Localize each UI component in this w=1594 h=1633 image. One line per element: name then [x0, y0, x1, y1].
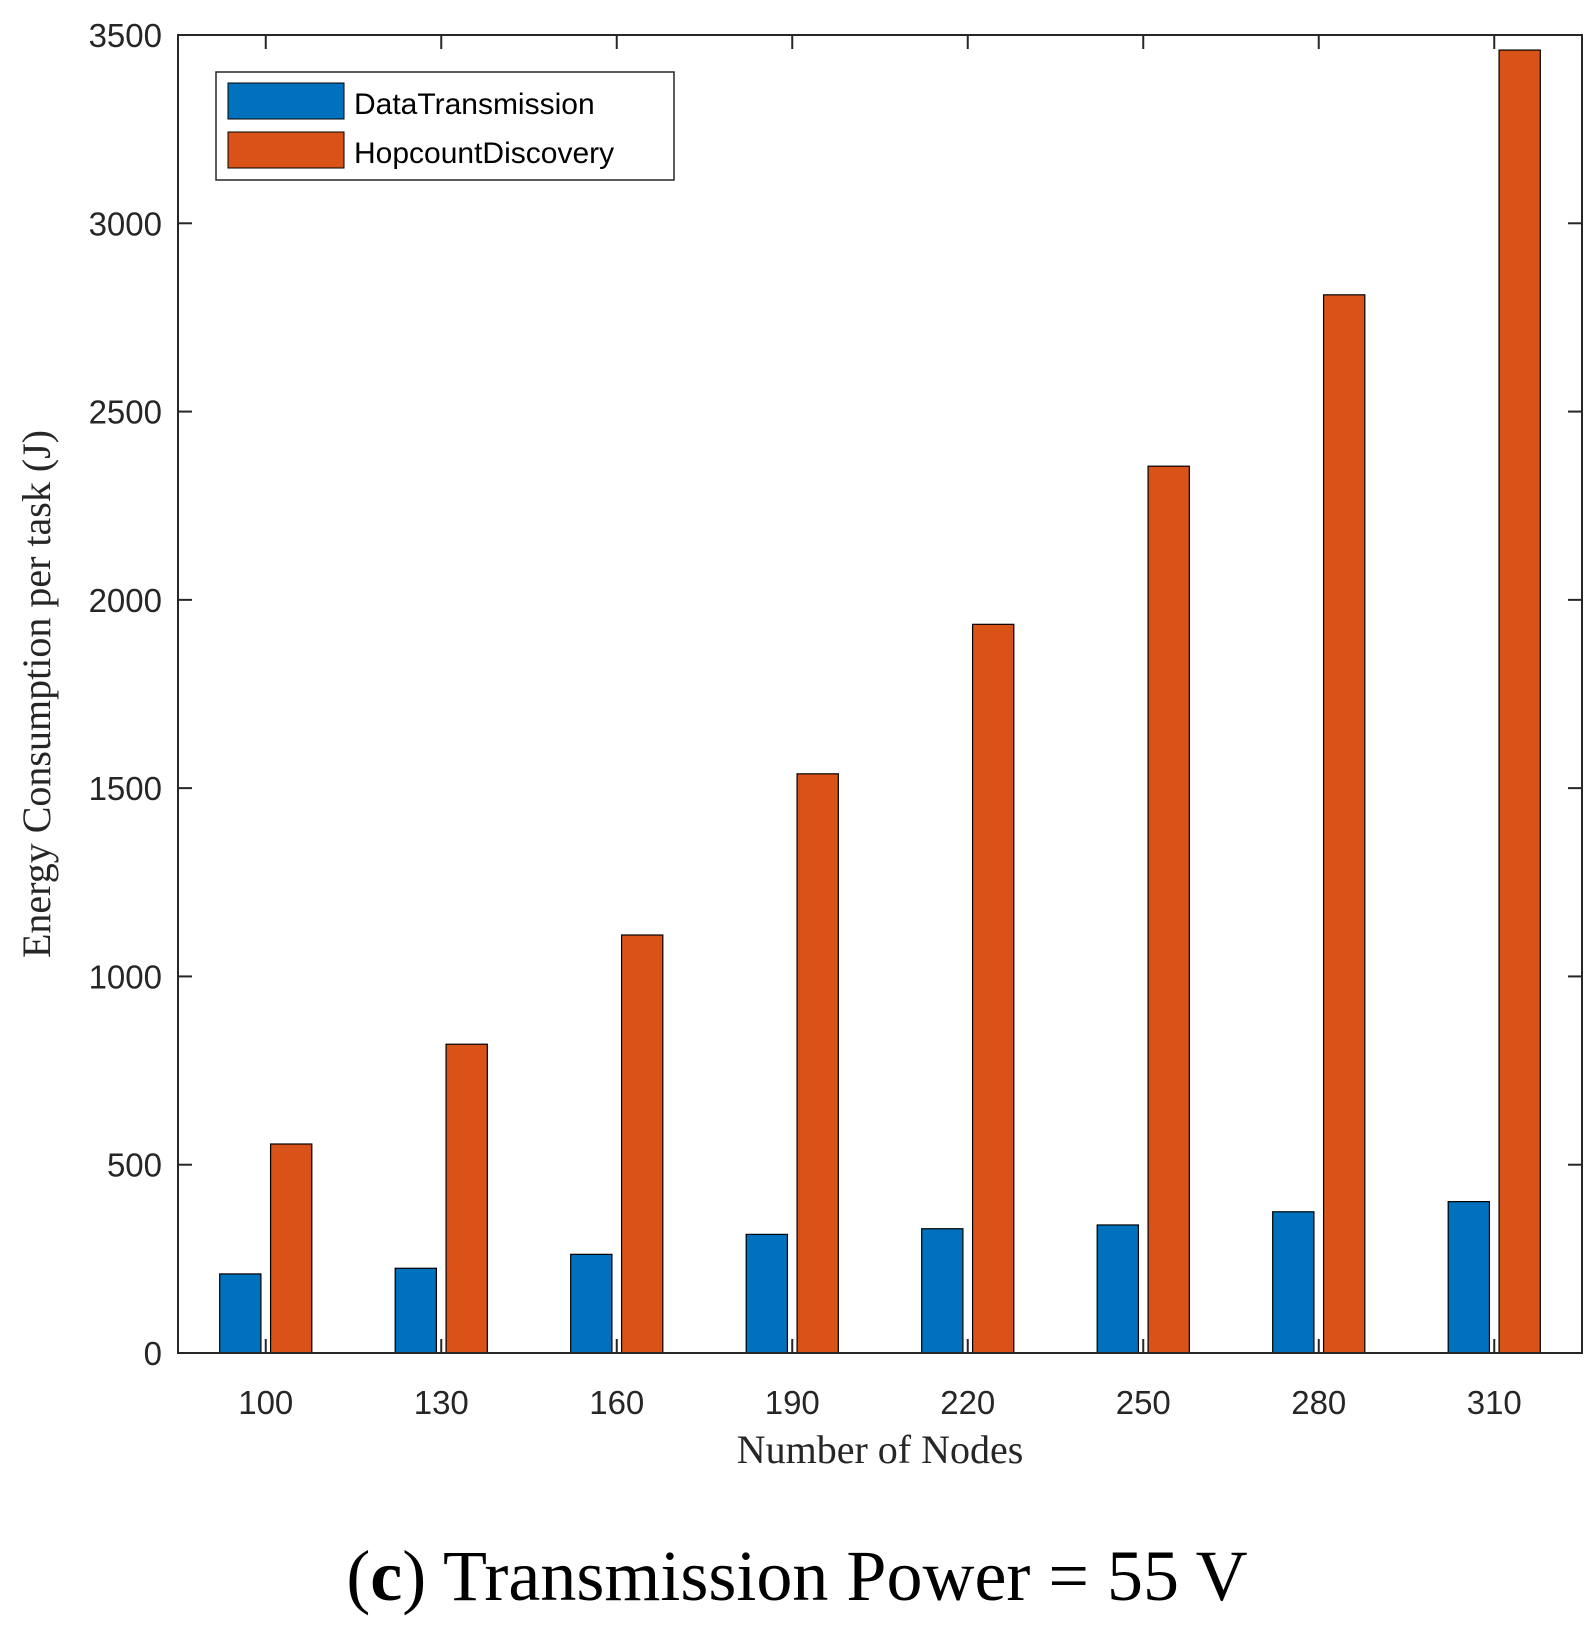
y-tick-label-500: 500 [107, 1147, 162, 1184]
x-tick-label-220: 220 [940, 1384, 995, 1421]
y-tick-label-2000: 2000 [89, 582, 162, 619]
x-tick-label-130: 130 [414, 1384, 469, 1421]
plot-frame [177, 34, 1583, 1354]
bar-datatransmission-280 [1272, 1211, 1315, 1354]
x-tick-label-250: 250 [1116, 1384, 1171, 1421]
bar-hopcountdiscovery-250 [1147, 465, 1190, 1354]
x-axis-label: Number of Nodes [737, 1427, 1024, 1472]
legend: DataTransmission HopcountDiscovery [215, 71, 675, 181]
y-tick-label-3000: 3000 [89, 205, 162, 242]
bar-datatransmission-130 [394, 1267, 438, 1354]
figure-caption: (c) Transmission Power = 55 V [346, 1536, 1248, 1616]
y-tick-label-1500: 1500 [89, 770, 162, 807]
plot-area [178, 35, 1582, 1353]
x-tick-label-100: 100 [238, 1384, 293, 1421]
bar-hopcountdiscovery-130 [445, 1043, 488, 1354]
bar-datatransmission-160 [570, 1253, 613, 1354]
y-axis-label: Energy Consumption per task (J) [14, 430, 59, 958]
bar-datatransmission-100 [219, 1273, 262, 1354]
x-tick-label-160: 160 [589, 1384, 644, 1421]
caption-text: Transmission Power = 55 V [442, 1536, 1248, 1616]
x-axis-ticks: 100 130 160 190 220 250 280 310 [238, 35, 1522, 1421]
caption-label: c [370, 1536, 403, 1616]
legend-label-datatransmission: DataTransmission [354, 88, 595, 121]
y-tick-label-3500: 3500 [89, 17, 162, 54]
bar-datatransmission-310 [1447, 1201, 1491, 1354]
bar-hopcountdiscovery-190 [796, 773, 839, 1354]
legend-label-hopcountdiscovery: HopcountDiscovery [354, 137, 614, 170]
y-axis-ticks: 0 500 1000 1500 2000 2500 3000 3500 [89, 17, 1582, 1372]
bar-hopcountdiscovery-160 [620, 934, 664, 1354]
bar-hopcountdiscovery-220 [971, 623, 1015, 1354]
hopcountdiscovery-bars [269, 49, 1541, 1354]
y-tick-label-1000: 1000 [89, 958, 162, 995]
bar-datatransmission-190 [745, 1233, 789, 1354]
bar-hopcountdiscovery-100 [269, 1143, 313, 1354]
x-tick-label-190: 190 [765, 1384, 820, 1421]
y-tick-label-2500: 2500 [89, 394, 162, 431]
legend-swatch-hopcountdiscovery [227, 131, 345, 169]
legend-swatch-datatransmission [227, 82, 345, 120]
bar-datatransmission-250 [1096, 1224, 1140, 1354]
x-tick-label-280: 280 [1291, 1384, 1346, 1421]
bar-datatransmission-220 [921, 1228, 964, 1354]
x-tick-label-310: 310 [1467, 1384, 1522, 1421]
bar-hopcountdiscovery-280 [1322, 294, 1366, 1354]
datatransmission-bars [219, 1201, 1491, 1354]
y-tick-label-0: 0 [144, 1335, 162, 1372]
bar-hopcountdiscovery-310 [1498, 49, 1541, 1354]
bar-chart: 0 500 1000 1500 2000 2500 3000 3500 100 130 160 19… [14, 17, 1583, 1472]
